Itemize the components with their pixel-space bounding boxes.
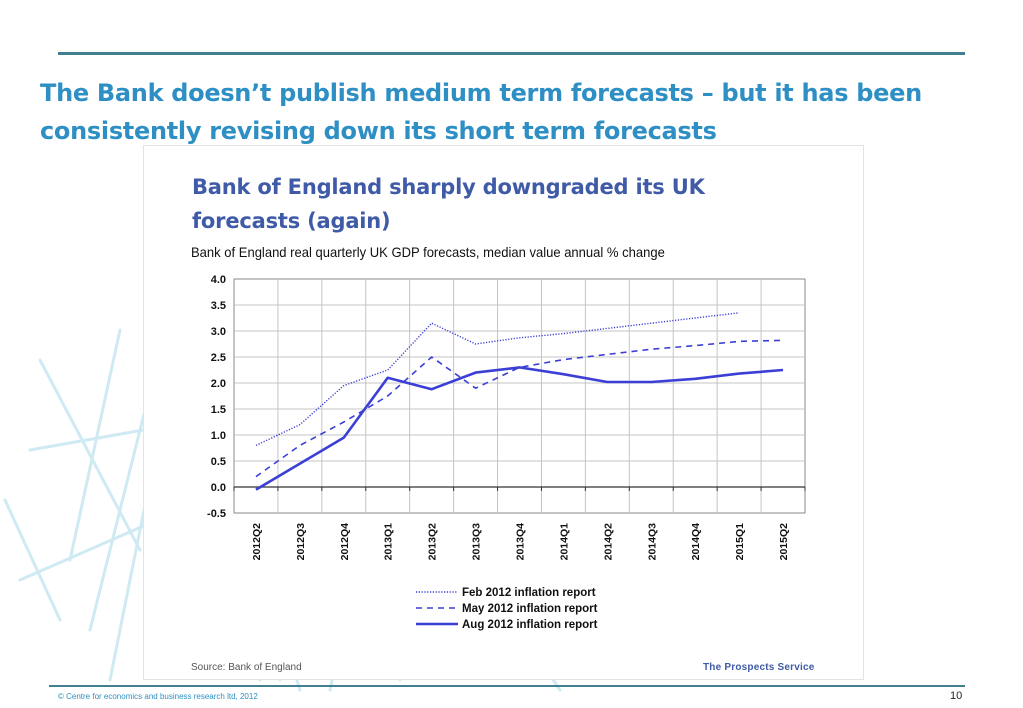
data-point xyxy=(650,381,652,383)
x-tick-label: 2014Q3 xyxy=(646,523,658,561)
data-point xyxy=(343,421,345,423)
series-line-solid xyxy=(255,366,784,491)
data-point xyxy=(474,387,476,389)
data-point xyxy=(518,366,520,368)
chart-panel: Bank of England sharply downgraded its U… xyxy=(143,145,864,680)
data-point xyxy=(694,344,696,346)
brand-note: The Prospects Service xyxy=(703,662,815,673)
data-point xyxy=(694,378,696,380)
data-point xyxy=(343,436,345,438)
data-point xyxy=(255,475,257,477)
series-line-dashed xyxy=(255,339,784,478)
data-point xyxy=(738,340,740,342)
series-line-dotted xyxy=(255,312,740,447)
legend-label: Aug 2012 inflation report xyxy=(462,619,598,631)
data-point xyxy=(343,384,345,386)
data-point xyxy=(430,388,432,390)
x-tick-label: 2013Q4 xyxy=(515,523,527,561)
y-tick-label: 3.5 xyxy=(211,300,226,312)
data-point xyxy=(650,348,652,350)
x-tick-label: 2012Q3 xyxy=(295,523,307,561)
y-tick-label: 3.0 xyxy=(211,326,226,338)
data-point xyxy=(650,322,652,324)
chart-title: Bank of England real quarterly UK GDP fo… xyxy=(191,244,665,260)
y-tick-label: 4.0 xyxy=(211,274,226,286)
slide-title: The Bank doesn’t publish medium term for… xyxy=(40,79,922,145)
data-point xyxy=(255,444,257,446)
y-tick-label: 1.5 xyxy=(211,404,226,416)
y-tick-label: 2.5 xyxy=(211,352,226,364)
data-point xyxy=(738,372,740,374)
plot-area xyxy=(233,278,806,514)
data-point xyxy=(255,488,257,490)
x-tick-label: 2013Q2 xyxy=(427,523,439,561)
y-tick-label: 0.5 xyxy=(211,456,226,468)
gdp-forecast-chart: 4.0 3.5 3.0 2.5 2.0 1.5 1.0 0.5 0.0 -0.5 2012Q2 201… xyxy=(207,274,806,631)
x-tick-label: 2013Q1 xyxy=(383,523,395,561)
x-tick-label: 2015Q2 xyxy=(778,523,790,561)
data-point xyxy=(562,332,564,334)
x-tick-label: 2014Q4 xyxy=(690,523,702,561)
data-point xyxy=(606,327,608,329)
data-point xyxy=(606,353,608,355)
y-tick-label: 1.0 xyxy=(211,430,226,442)
data-point xyxy=(387,395,389,397)
legend-label: Feb 2012 inflation report xyxy=(462,587,596,599)
data-point xyxy=(782,339,784,341)
data-point xyxy=(782,369,784,371)
x-tick-label: 2012Q2 xyxy=(251,523,263,561)
top-rule xyxy=(58,52,965,55)
x-tick-label: 2013Q3 xyxy=(471,523,483,561)
data-point xyxy=(562,373,564,375)
data-point xyxy=(299,444,301,446)
source-note: Source: Bank of England xyxy=(191,662,302,673)
data-point xyxy=(387,377,389,379)
bottom-rule xyxy=(49,685,965,687)
data-point xyxy=(562,358,564,360)
y-tick-label: 2.0 xyxy=(211,378,226,390)
data-point xyxy=(518,337,520,339)
x-tick-label: 2014Q2 xyxy=(602,523,614,561)
data-point xyxy=(299,423,301,425)
data-point xyxy=(430,356,432,358)
footer-copyright: © Centre for economics and business rese… xyxy=(58,692,258,701)
x-tick-label: 2015Q1 xyxy=(734,523,746,561)
y-tick-label: -0.5 xyxy=(207,508,226,520)
data-point xyxy=(474,371,476,373)
data-point xyxy=(738,312,740,314)
x-tick-label: 2014Q1 xyxy=(558,523,570,561)
data-point xyxy=(606,381,608,383)
data-point xyxy=(299,462,301,464)
chart-headline: Bank of England sharply downgraded its U… xyxy=(192,175,705,233)
data-point xyxy=(430,322,432,324)
x-tick-label: 2012Q4 xyxy=(339,523,351,561)
page-number: 10 xyxy=(950,690,963,702)
data-point xyxy=(387,369,389,371)
data-point xyxy=(694,317,696,319)
y-tick-label: 0.0 xyxy=(211,482,226,494)
data-point xyxy=(474,343,476,345)
legend-label: May 2012 inflation report xyxy=(462,603,598,615)
